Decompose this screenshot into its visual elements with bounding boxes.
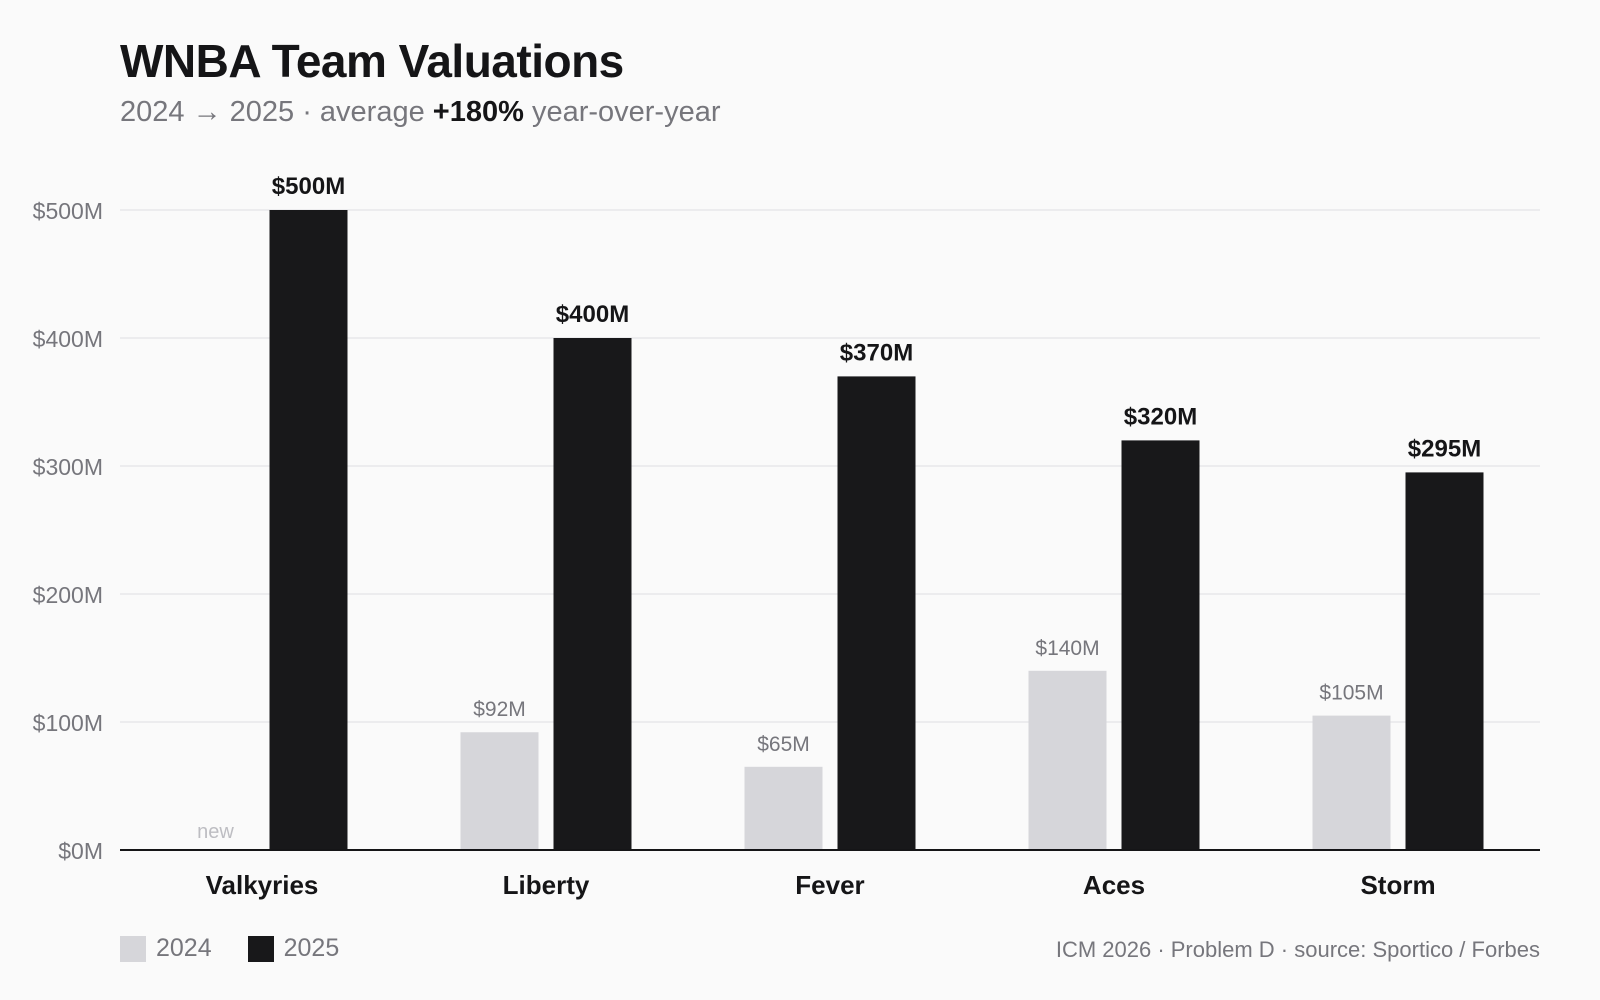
bar-2024: [1312, 715, 1391, 850]
legend-label-2025: 2025: [283, 934, 340, 962]
subtitle-suffix: year-over-year: [523, 96, 721, 128]
chart-title: WNBA Team Valuations: [120, 35, 624, 87]
y-tick-label: $500M: [33, 198, 103, 224]
y-tick-label: $100M: [33, 710, 103, 736]
source-note: ICM 2026 · Problem D · source: Sportico …: [1055, 937, 1540, 962]
chart-subtitle: 2024 → 2025 · average +180% year-over-ye…: [120, 96, 721, 129]
x-tick-label: Aces: [1083, 870, 1145, 900]
x-tick-label: Valkyries: [206, 870, 319, 900]
data-label-2025: $370M: [840, 339, 913, 366]
bar-2025: [1121, 440, 1200, 850]
x-tick-label: Fever: [795, 870, 864, 900]
data-label-2024: $92M: [473, 698, 526, 721]
legend-label-2024: 2024: [156, 934, 212, 962]
bar-2024: [460, 732, 539, 850]
bar-2024: [744, 766, 823, 850]
subtitle-highlight: +180%: [432, 96, 524, 128]
bar-chart: $0M $100M $200M $300M $400M $500M new $500M Valk…: [33, 173, 1540, 900]
bar-2025: [553, 338, 632, 850]
y-tick-label: $300M: [33, 454, 103, 480]
bar-2024: [1028, 670, 1107, 850]
bar-2025: [269, 210, 348, 850]
legend-item-2025: 2025: [247, 934, 340, 963]
data-label-2024: $65M: [757, 733, 810, 756]
x-tick-label: Storm: [1360, 870, 1435, 900]
data-label-2025: $295M: [1408, 435, 1481, 462]
bar-2025: [1405, 472, 1484, 850]
legend-swatch-2024: [120, 935, 146, 962]
y-tick-label: $0M: [58, 838, 103, 864]
data-label-2025: $500M: [272, 173, 345, 200]
legend-swatch-2025: [247, 935, 274, 962]
legend: 2024 2025: [120, 934, 375, 963]
data-label-2024: $140M: [1035, 637, 1099, 660]
legend-item-2024: 2024: [120, 934, 212, 963]
data-label-2024: $105M: [1319, 682, 1383, 705]
x-tick-label: Liberty: [503, 870, 590, 900]
y-tick-label: $400M: [33, 326, 103, 352]
bar-2025: [837, 376, 916, 850]
data-label-2025: $400M: [556, 301, 629, 328]
data-label-2025: $320M: [1124, 403, 1197, 430]
y-tick-label: $200M: [33, 582, 103, 608]
subtitle-prefix: 2024 → 2025 · average: [120, 96, 433, 128]
data-label-2024-new: new: [197, 821, 234, 843]
